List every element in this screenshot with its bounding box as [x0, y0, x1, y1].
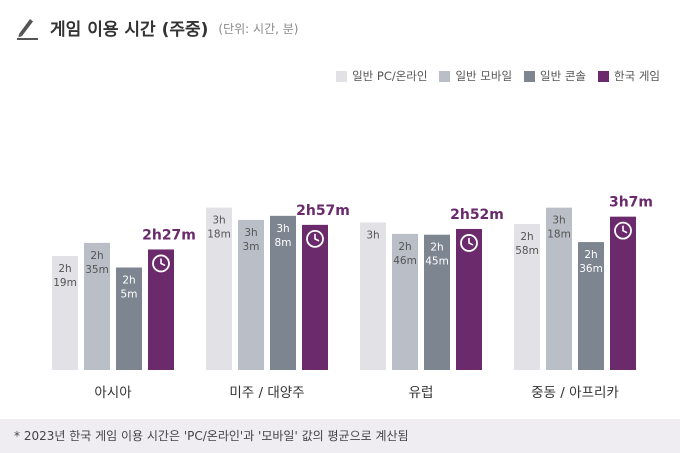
pencil-icon [17, 19, 38, 40]
clock-icon [460, 234, 478, 252]
bar [360, 222, 386, 370]
bar [52, 256, 78, 370]
bar [546, 207, 572, 370]
korea-value-label: 3h7m [609, 195, 653, 211]
bar [206, 207, 232, 370]
bar-value-label: 5m [121, 289, 138, 301]
bar-value-label: 2h [58, 263, 71, 275]
bar-value-label: 35m [85, 264, 109, 276]
clock-icon [306, 229, 324, 248]
footnote: * 2023년 한국 게임 이용 시간은 'PC/온라인'과 '모바일' 값의 … [0, 419, 680, 453]
legend-swatch [598, 70, 610, 82]
bar-value-label: 2h [430, 242, 443, 254]
bar-value-label: 3h [244, 227, 257, 239]
bar [116, 267, 142, 370]
bar [578, 242, 604, 370]
bar-value-label: 2h [90, 250, 103, 262]
bar [302, 224, 328, 370]
bar-value-label: 2h [398, 241, 411, 253]
clock-hands [160, 258, 166, 267]
bar-value-label: 2h [584, 249, 597, 261]
bar-value-label: 18m [207, 229, 231, 241]
bar-value-label: 58m [515, 245, 539, 257]
clock-hands [622, 225, 628, 234]
bar-value-label: 18m [547, 229, 571, 241]
bar [456, 228, 482, 370]
legend-item-console: 일반 콘솔 [524, 68, 586, 84]
category-label: 미주 / 대양주 [229, 385, 304, 401]
bar [84, 242, 110, 370]
bar-value-label: 19m [53, 277, 77, 289]
bar-value-label: 3h [276, 223, 289, 235]
legend-item-pc: 일반 PC/온라인 [336, 68, 427, 84]
bar-value-label: 3m [243, 241, 260, 253]
bar [238, 219, 264, 370]
korea-value-label: 2h27m [142, 227, 196, 243]
bar-value-label: 3h [212, 215, 225, 227]
legend-item-mobile: 일반 모바일 [439, 68, 512, 84]
bar-value-label: 8m [275, 237, 292, 249]
bar-value-label: 3h [366, 229, 379, 241]
legend-swatch [524, 70, 536, 82]
bar-value-label: 2h [122, 275, 135, 287]
legend-label: 일반 PC/온라인 [352, 69, 428, 83]
bar [270, 215, 296, 370]
chart-header: 게임 이용 시간 (주중) (단위: 시간, 분) [14, 10, 298, 44]
category-label: 아시아 [94, 385, 132, 401]
legend-swatch [336, 70, 348, 82]
bar [148, 249, 174, 370]
legend-swatch [439, 70, 451, 82]
legend-label: 한국 게임 [614, 69, 660, 83]
clock-icon [152, 254, 170, 273]
category-label: 중동 / 아프리카 [531, 385, 619, 401]
legend-label: 일반 콘솔 [540, 69, 587, 83]
clock-icon [614, 221, 632, 240]
legend-label: 일반 모바일 [455, 69, 513, 83]
bar [392, 233, 418, 370]
legend-item-korea: 한국 게임 [598, 68, 660, 84]
legend: 일반 PC/온라인 일반 모바일 일반 콘솔 한국 게임 [336, 68, 660, 84]
bar-value-label: 36m [579, 263, 603, 275]
bar-value-label: 46m [393, 255, 417, 267]
bar [514, 224, 540, 370]
bar-value-label: 3h [552, 215, 565, 227]
clock-hands [314, 233, 320, 242]
bar [424, 234, 450, 370]
bar-value-label: 45m [425, 256, 449, 268]
korea-value-label: 2h52m [450, 207, 504, 223]
bar [610, 216, 636, 370]
korea-value-label: 2h57m [296, 203, 350, 219]
chart-title: 게임 이용 시간 (주중) [50, 19, 209, 40]
clock-hands [468, 237, 474, 246]
bar-value-label: 2h [520, 231, 533, 243]
category-label: 유럽 [409, 385, 434, 401]
chart-subtitle: (단위: 시간, 분) [218, 21, 299, 36]
